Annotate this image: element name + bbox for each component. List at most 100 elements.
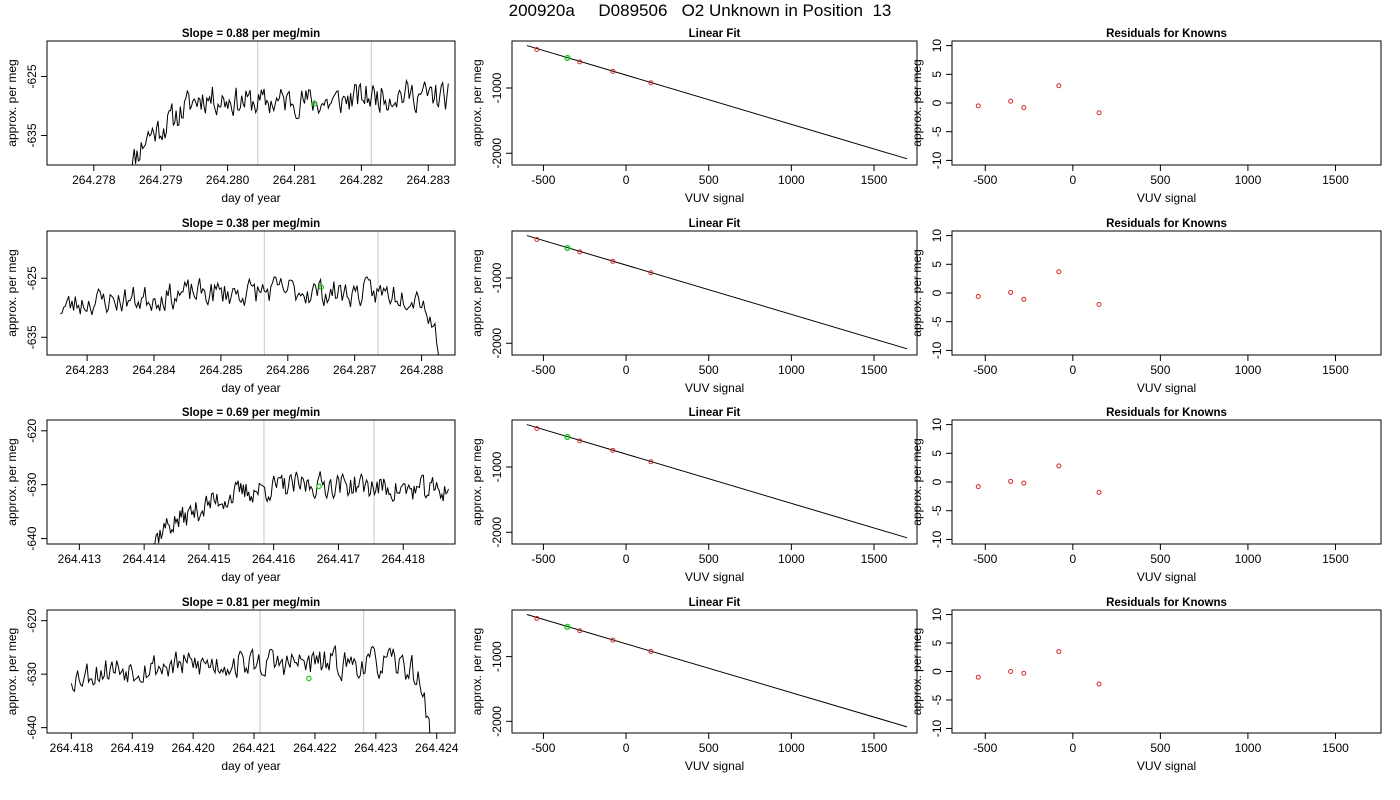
residual-point [1008,478,1014,484]
x-tick-label: 264.285 [199,363,243,377]
plot-frame [951,419,1382,545]
x-tick-label: 0 [1069,173,1076,187]
y-tick-label: 0 [930,668,944,675]
y-tick-label: 10 [930,39,944,53]
x-tick-label: 264.288 [400,363,444,377]
x-tick-label: 264.286 [266,363,310,377]
panel-title: Linear Fit [689,28,741,40]
x-tick-label: 264.414 [122,552,166,566]
x-tick-label: 0 [1069,741,1076,755]
y-tick-label: -10 [930,719,944,737]
y-tick-label: -5 [930,694,944,705]
panel-title: Slope = 0.38 per meg/min [182,218,320,230]
signal-trace [131,78,449,165]
x-axis-label: VUV signal [685,759,744,773]
x-tick-label: 264.287 [333,363,377,377]
plot-area [975,83,1102,116]
unknown-marker [311,100,318,107]
x-tick-label: 500 [699,741,719,755]
linear-fit-panel-3: Linear Fit VUV signal approx. per meg -500 0… [470,407,918,584]
x-axis-label: day of year [221,191,280,205]
x-tick-label: 264.279 [139,173,183,187]
x-tick-label: 500 [1150,552,1170,566]
residual-point [975,293,981,299]
y-tick-label: -1000 [490,72,504,103]
x-tick-label: 0 [623,741,630,755]
x-tick-label: 500 [699,173,719,187]
residual-point [975,674,981,680]
x-tick-label: 264.282 [340,173,384,187]
x-tick-label: 1000 [778,173,805,187]
x-axis-label: VUV signal [1137,191,1196,205]
y-tick-label: -625 [25,266,39,290]
known-point [648,648,654,654]
y-tick-label: -635 [25,123,39,147]
y-tick-label: -5 [930,505,944,516]
known-point [610,447,616,453]
y-tick-label: -640 [25,715,39,739]
y-axis-label: approx. per meg [470,438,484,525]
x-tick-label: 1000 [1235,552,1262,566]
x-tick-label: -500 [973,552,997,566]
plot-area [60,231,439,355]
linear-fit-panel-4: Linear Fit VUV signal approx. per meg -500 0… [470,597,918,773]
y-tick-label: 10 [930,418,944,432]
x-tick-label: -500 [531,552,555,566]
unknown-marker [318,284,325,290]
x-tick-label: 264.413 [58,552,102,566]
residual-point [975,484,981,490]
plot-frame [46,40,456,166]
y-tick-label: -1000 [490,641,504,672]
plot-frame [511,40,918,166]
panel-title: Slope = 0.81 per meg/min [182,597,320,609]
time-series-panel-1: Slope = 0.88 per meg/min day of year appro… [5,28,456,205]
x-tick-label: 264.418 [381,552,425,566]
plot-area [70,610,431,733]
unknown-marker [306,675,312,682]
known-point [534,46,540,52]
x-tick-label: -500 [531,173,555,187]
plot-frame [46,230,456,356]
known-point [610,68,616,74]
x-tick-label: 0 [623,173,630,187]
residual-point [1096,489,1102,495]
y-tick-label: 5 [930,71,944,78]
y-axis-label: approx. per meg [470,249,484,336]
x-tick-label: 1000 [1235,173,1262,187]
y-tick-label: -635 [25,325,39,349]
y-tick-label: 5 [930,261,944,268]
signal-trace [152,471,449,544]
x-tick-label: 264.420 [171,741,215,755]
plot-frame [46,609,456,734]
x-tick-label: 1000 [1235,741,1262,755]
x-tick-label: 264.416 [252,552,296,566]
plot-area [526,235,908,350]
residual-point [1056,83,1062,89]
x-tick-label: 1500 [861,741,888,755]
residual-point [1056,269,1062,275]
y-tick-label: -630 [25,472,39,496]
plot-area [975,649,1102,687]
y-axis-label: approx. per meg [910,438,924,525]
x-tick-label: 0 [1069,363,1076,377]
x-axis-label: VUV signal [685,381,744,395]
x-tick-label: 264.417 [317,552,361,566]
unknown-point [564,433,571,441]
plot-area [975,269,1102,307]
known-point [577,59,583,65]
y-tick-label: 0 [930,99,944,106]
y-axis-label: approx. per meg [5,59,19,146]
known-point [534,425,540,431]
panel-title: Residuals for Knowns [1106,28,1227,40]
residual-point [1021,296,1027,302]
residual-point [1008,289,1014,295]
x-tick-label: 264.421 [232,741,276,755]
x-tick-label: 500 [699,363,719,377]
panel-title: Linear Fit [689,407,741,419]
plot-area [526,614,908,728]
y-tick-label: -1000 [490,451,504,482]
residual-point [1056,463,1062,469]
panel-title: Linear Fit [689,218,741,230]
x-tick-label: 264.418 [50,741,94,755]
x-tick-label: 500 [1150,741,1170,755]
